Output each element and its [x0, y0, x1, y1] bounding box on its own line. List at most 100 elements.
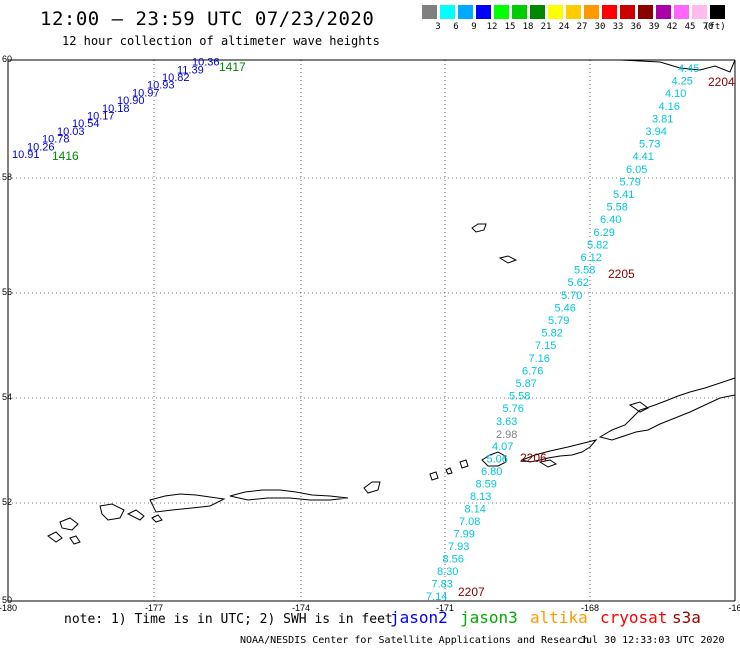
lat-tick-label: 56 — [2, 287, 12, 297]
legend-label: 15 — [504, 22, 516, 32]
legend-swatch — [692, 5, 707, 19]
legend-swatch — [710, 5, 725, 19]
swh-label-s3a: 5.82 — [587, 239, 608, 251]
swh-label-s3a: 4.45 — [678, 63, 699, 75]
swh-label-s3a: 7.14 — [426, 591, 447, 603]
mission-label: jason2 — [390, 608, 448, 627]
swh-label-s3a: 5.76 — [503, 403, 524, 415]
swh-label-s3a: 8.59 — [476, 479, 497, 491]
generation-timestamp: Jul 30 12:33:03 UTC 2020 — [580, 635, 725, 646]
swh-label-s3a: 5.46 — [555, 302, 576, 314]
legend-swatch — [674, 5, 689, 19]
pass-time-label: 2207 — [458, 585, 485, 599]
legend-swatch — [422, 5, 437, 19]
lat-tick-label: 50 — [2, 595, 12, 605]
swh-label-jason2: 11.39 — [177, 64, 204, 76]
swh-label-s3a: 6.76 — [522, 365, 543, 377]
legend-label: 9 — [471, 22, 477, 32]
swh-label-s3a: 7.15 — [535, 340, 556, 352]
legend-label: 24 — [558, 22, 570, 32]
swh-label-s3a: 5.41 — [613, 189, 634, 201]
footer-note: note: 1) Time is in UTC; 2) SWH is in fe… — [64, 612, 393, 627]
swh-label-s3a: 4.41 — [633, 151, 654, 163]
swh-label-jason2: 10.36 — [192, 57, 220, 69]
swh-label-s3a: 5.58 — [509, 391, 530, 403]
swh-label-jason2: 10.90 — [117, 95, 145, 107]
swh-label-s3a: 5.82 — [542, 328, 563, 340]
mission-label: s3a — [672, 608, 701, 627]
legend-swatch — [512, 5, 527, 19]
swh-label-s3a: 8.13 — [470, 491, 491, 503]
legend-label: 18 — [522, 22, 534, 32]
swh-label-s3a: 7.83 — [432, 579, 453, 591]
swh-label-s3a: 7.99 — [454, 529, 475, 541]
lon-tick-label: -168 — [581, 603, 599, 613]
legend-swatch — [440, 5, 455, 19]
legend-swatch — [656, 5, 671, 19]
swh-label-s3a: 5.73 — [639, 139, 660, 151]
pass-time-label: 2204 — [708, 75, 735, 89]
swh-label-jason2: 10.78 — [42, 134, 70, 146]
swh-label-s3a: 5.58 — [607, 202, 628, 214]
swh-label-jason2: 10.18 — [102, 103, 130, 115]
pass-time-label: 2206 — [520, 451, 547, 465]
lat-tick-label: 60 — [2, 54, 12, 64]
legend-label: 45 — [684, 22, 696, 32]
legend-swatch — [494, 5, 509, 19]
swh-label-s3a: 4.25 — [672, 76, 693, 88]
mission-label: jason3 — [460, 608, 518, 627]
swh-label-s3a: 8.14 — [465, 504, 486, 516]
lat-lon-grid — [7, 59, 736, 602]
swh-label-s3a: 5.87 — [516, 378, 537, 390]
map-title: 12:00 – 23:59 UTC 07/23/2020 — [40, 8, 375, 30]
swh-label-s3a: 6.80 — [481, 466, 502, 478]
swh-label-s3a: 3.94 — [646, 126, 667, 138]
swh-label-s3a: 7.08 — [459, 516, 480, 528]
lon-tick-label: -180 — [0, 603, 17, 613]
lon-tick-label: -177 — [145, 603, 163, 613]
lon-tick-label: -171 — [436, 603, 454, 613]
legend-label: 70 — [702, 22, 714, 32]
swh-label-s3a: 5.06 — [487, 454, 508, 466]
legend-swatch — [458, 5, 473, 19]
swh-label-s3a: 5.79 — [548, 315, 569, 327]
legend-unit: (ft) — [704, 22, 726, 32]
swh-label-s3a: 3.81 — [652, 113, 673, 125]
swh-label-s3a: 7.16 — [529, 353, 550, 365]
lon-tick-label: -16 — [728, 603, 740, 613]
swh-label-jason2: 10.17 — [87, 111, 115, 123]
legend-swatch — [476, 5, 491, 19]
mission-label: altika — [530, 608, 588, 627]
swh-label-s3a: 8.56 — [443, 554, 464, 566]
lat-tick-label: 52 — [2, 497, 12, 507]
lon-tick-label: -174 — [292, 603, 310, 613]
map-subtitle: 12 hour collection of altimeter wave hei… — [62, 34, 380, 48]
swh-label-jason2: 10.26 — [27, 141, 55, 153]
legend-label: 36 — [630, 22, 642, 32]
swh-label-s3a: 6.12 — [581, 252, 602, 264]
swh-label-s3a: 5.62 — [568, 277, 589, 289]
legend-swatch — [620, 5, 635, 19]
swh-label-s3a: 4.16 — [659, 101, 680, 113]
wave-height-labels: -180 -177 -174 -171 -168 -16 60 58 56 54 52 50 10.91… — [0, 54, 740, 613]
swh-label-s3a: 5.70 — [561, 290, 582, 302]
swh-label-s3a: 4.10 — [665, 88, 686, 100]
lat-tick-label: 54 — [2, 392, 12, 402]
pass-time-label: 1416 — [52, 149, 79, 163]
swh-label-jason2: 10.03 — [57, 126, 85, 138]
legend-swatch — [566, 5, 581, 19]
lat-tick-label: 58 — [2, 172, 12, 182]
swh-label-s3a: 6.40 — [600, 214, 621, 226]
swh-label-jason2: 10.93 — [147, 80, 175, 92]
legend-label: 42 — [666, 22, 678, 32]
legend-label: 27 — [576, 22, 588, 32]
legend-swatch — [584, 5, 599, 19]
swh-label-jason2: 10.82 — [162, 72, 190, 84]
legend-label: 3 — [435, 22, 441, 32]
legend-label: 30 — [594, 22, 606, 32]
mission-label: cryosat — [600, 608, 668, 627]
swh-label-jason2: 10.91 — [12, 149, 40, 161]
legend-label: 6 — [453, 22, 459, 32]
legend-swatch — [530, 5, 545, 19]
